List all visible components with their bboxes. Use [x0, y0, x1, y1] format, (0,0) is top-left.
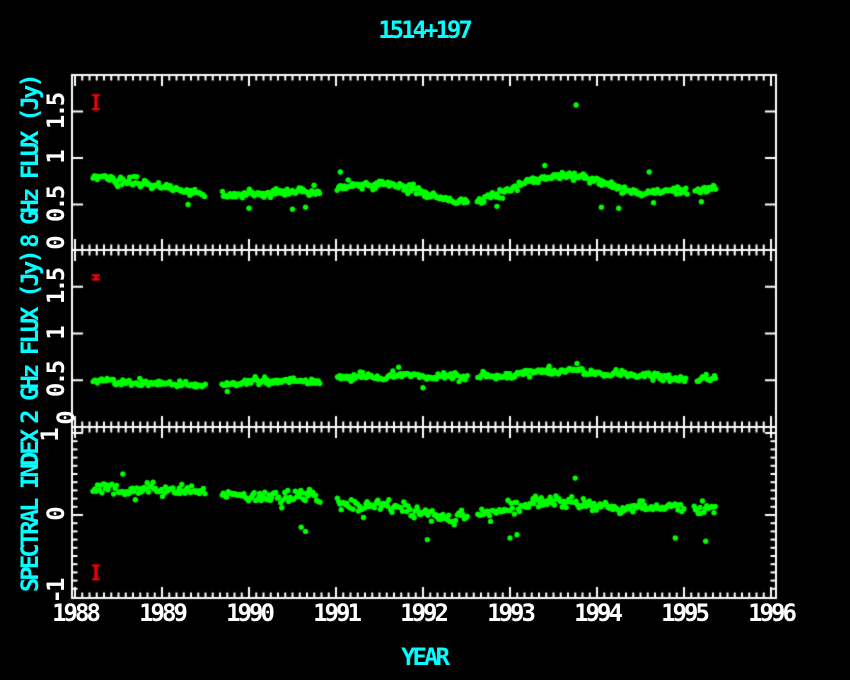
x-tick-label: 1995 [661, 599, 710, 627]
x-tick-label: 1989 [139, 599, 188, 627]
x-tick-label: 1993 [487, 599, 536, 627]
y-tick-label-panel2: 0 [52, 413, 80, 425]
x-tick-label: 1996 [748, 599, 797, 627]
y-tick-label-panel1: 0.5 [42, 187, 70, 222]
y-tick-label-panel1: 1.5 [42, 94, 70, 129]
chart-title: 1514+197 [378, 16, 473, 44]
y-tick-label-panel3: 0 [42, 509, 70, 521]
x-tick-label: 1994 [574, 599, 623, 627]
y-tick-label-panel1: 1 [42, 152, 70, 164]
y-axis-label-2ghz: 2 GHz FLUX (Jy) [16, 252, 44, 424]
x-tick-label: 1990 [226, 599, 275, 627]
x-tick-label: 1991 [313, 599, 362, 627]
y-tick-label-panel2: 1.5 [42, 269, 70, 304]
y-tick-label-panel3: 1 [36, 430, 64, 442]
y-axis-label-8ghz: 8 GHz FLUX (Jy) [16, 76, 44, 248]
x-tick-label: 1988 [52, 599, 101, 627]
x-tick-label: 1992 [400, 599, 449, 627]
y-tick-label-panel1: 0 [42, 238, 70, 250]
y-axis-label-spectral-index: SPECTRAL INDEX [16, 431, 44, 593]
x-axis-label: YEAR [401, 643, 450, 671]
y-tick-label-panel2: 1 [42, 327, 70, 340]
y-tick-label-panel2: 0.5 [42, 363, 70, 398]
